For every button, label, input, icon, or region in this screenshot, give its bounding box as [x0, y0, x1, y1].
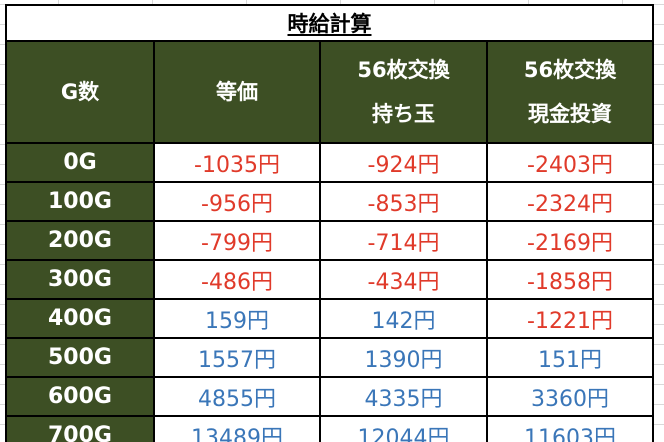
row-g-count-cell[interactable]: 500G	[5, 337, 155, 378]
table-row: 400G 159円 142円 -1221円	[5, 298, 654, 339]
equal-rate-cell[interactable]: -799円	[153, 220, 321, 261]
header-row: G数 等価 56枚交換 持ち玉 56枚交換 現金投資	[5, 40, 654, 144]
hold-balls-cell[interactable]: -714円	[319, 220, 488, 261]
equal-rate-cell[interactable]: -956円	[153, 181, 321, 222]
cash-investment-cell[interactable]: -1221円	[486, 298, 654, 339]
row-g-count-cell[interactable]: 700G	[5, 415, 155, 442]
row-g-count-cell[interactable]: 100G	[5, 181, 155, 222]
cash-investment-cell[interactable]: 11603円	[486, 415, 654, 442]
hold-balls-cell[interactable]: -924円	[319, 142, 488, 183]
header-g-count[interactable]: G数	[5, 40, 155, 144]
row-g-count-cell[interactable]: 600G	[5, 376, 155, 417]
title-row: 時給計算	[5, 4, 654, 42]
table-row: 600G 4855円 4335円 3360円	[5, 376, 654, 417]
table-body: 0G -1035円 -924円 -2403円 100G -956円 -853円 -2324円 2…	[5, 142, 654, 442]
row-g-count-cell[interactable]: 400G	[5, 298, 155, 339]
table-row: 100G -956円 -853円 -2324円	[5, 181, 654, 222]
hold-balls-cell[interactable]: 142円	[319, 298, 488, 339]
header-56-hold-line1: 56枚交換	[357, 58, 450, 82]
hold-balls-cell[interactable]: 4335円	[319, 376, 488, 417]
row-g-count-cell[interactable]: 0G	[5, 142, 155, 183]
table-row: 500G 1557円 1390円 151円	[5, 337, 654, 378]
header-56-cash-line2: 現金投資	[528, 102, 612, 126]
equal-rate-cell[interactable]: -486円	[153, 259, 321, 300]
cash-investment-cell[interactable]: 151円	[486, 337, 654, 378]
equal-rate-cell[interactable]: 1557円	[153, 337, 321, 378]
header-g-count-label: G数	[60, 80, 100, 104]
hold-balls-cell[interactable]: -853円	[319, 181, 488, 222]
header-56-cash-line1: 56枚交換	[523, 58, 617, 82]
table-title: 時給計算	[287, 12, 372, 36]
hold-balls-cell[interactable]: 1390円	[319, 337, 488, 378]
table-row: 200G -799円 -714円 -2169円	[5, 220, 654, 261]
table-row: 300G -486円 -434円 -1858円	[5, 259, 654, 300]
cash-investment-cell[interactable]: -2324円	[486, 181, 654, 222]
row-g-count-cell[interactable]: 200G	[5, 220, 155, 261]
hourly-wage-table: 時給計算 G数 等価 56枚交換 持ち玉 56枚交換 現金投資 0G -1035円…	[5, 4, 654, 442]
hold-balls-cell[interactable]: 12044円	[319, 415, 488, 442]
header-56-cash-investment[interactable]: 56枚交換 現金投資	[486, 40, 654, 144]
equal-rate-cell[interactable]: 159円	[153, 298, 321, 339]
equal-rate-cell[interactable]: -1035円	[153, 142, 321, 183]
equal-rate-cell[interactable]: 4855円	[153, 376, 321, 417]
row-g-count-cell[interactable]: 300G	[5, 259, 155, 300]
header-56-hold-balls[interactable]: 56枚交換 持ち玉	[319, 40, 488, 144]
table-title-cell[interactable]: 時給計算	[5, 4, 654, 42]
table-row: 0G -1035円 -924円 -2403円	[5, 142, 654, 183]
header-56-hold-line2: 持ち玉	[372, 102, 435, 126]
cash-investment-cell[interactable]: -2169円	[486, 220, 654, 261]
hold-balls-cell[interactable]: -434円	[319, 259, 488, 300]
equal-rate-cell[interactable]: 13489円	[153, 415, 321, 442]
cash-investment-cell[interactable]: -2403円	[486, 142, 654, 183]
header-equal-rate[interactable]: 等価	[153, 40, 321, 144]
table-row: 700G 13489円 12044円 11603円	[5, 415, 654, 442]
header-equal-rate-label: 等価	[216, 80, 258, 104]
cash-investment-cell[interactable]: 3360円	[486, 376, 654, 417]
cash-investment-cell[interactable]: -1858円	[486, 259, 654, 300]
